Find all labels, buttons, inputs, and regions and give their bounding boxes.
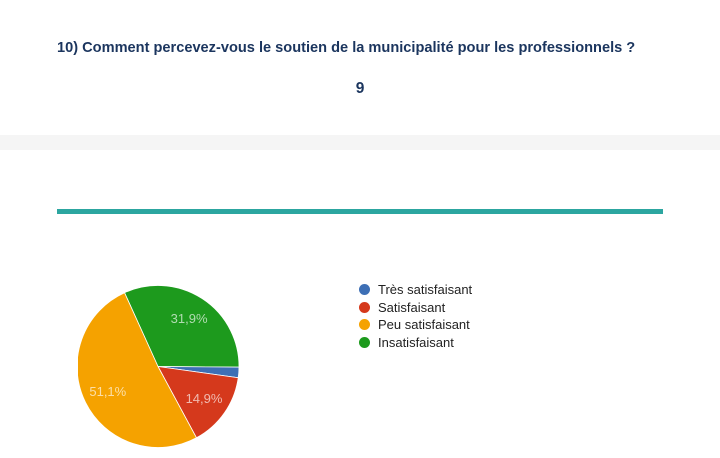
svg-text:31,9%: 31,9%: [171, 311, 208, 326]
svg-text:51,1%: 51,1%: [89, 384, 126, 399]
svg-text:14,9%: 14,9%: [186, 391, 223, 406]
